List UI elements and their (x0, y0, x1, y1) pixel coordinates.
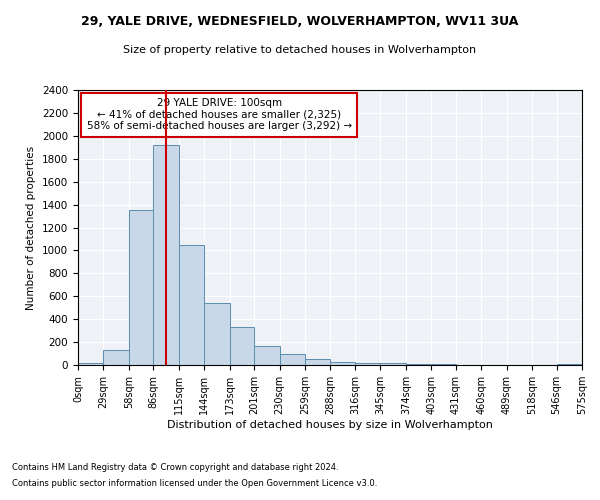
Bar (331, 362, 355, 365)
Bar (230, 327, 254, 365)
Bar (305, 360, 331, 365)
X-axis label: Distribution of detached houses by size in Wolverhampton: Distribution of detached houses by size … (167, 420, 493, 430)
Text: Contains HM Land Registry data © Crown copyright and database right 2024.: Contains HM Land Registry data © Crown c… (12, 464, 338, 472)
Bar (406, 364, 431, 365)
Bar (557, 364, 582, 365)
Text: Size of property relative to detached houses in Wolverhampton: Size of property relative to detached ho… (124, 45, 476, 55)
Text: Contains public sector information licensed under the Open Government Licence v3: Contains public sector information licen… (12, 478, 377, 488)
Bar (380, 364, 406, 365)
Bar (154, 145, 179, 365)
Bar (355, 362, 380, 365)
Bar (78, 362, 103, 365)
Bar (129, 210, 154, 365)
Text: 29 YALE DRIVE: 100sqm
← 41% of detached houses are smaller (2,325)
58% of semi-d: 29 YALE DRIVE: 100sqm ← 41% of detached … (86, 98, 352, 132)
Bar (179, 244, 204, 365)
Y-axis label: Number of detached properties: Number of detached properties (26, 146, 37, 310)
Text: 29, YALE DRIVE, WEDNESFIELD, WOLVERHAMPTON, WV11 3UA: 29, YALE DRIVE, WEDNESFIELD, WOLVERHAMPT… (82, 15, 518, 28)
Bar (280, 354, 305, 365)
Bar (254, 346, 280, 365)
Bar (204, 303, 230, 365)
Bar (431, 364, 456, 365)
Bar (103, 350, 129, 365)
